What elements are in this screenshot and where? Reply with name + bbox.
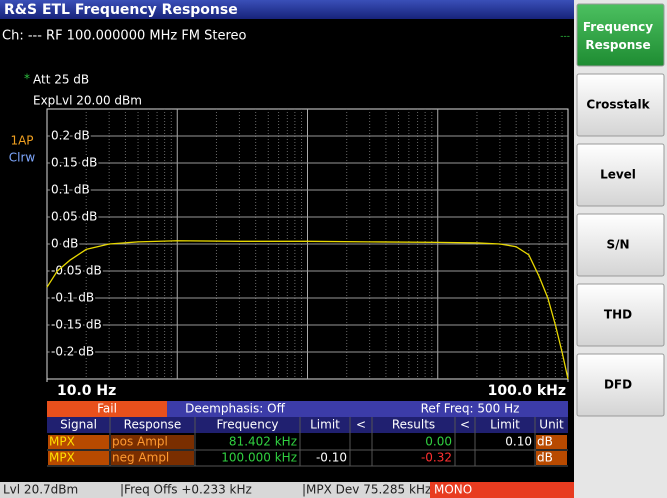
softkey-label: THD — [604, 308, 632, 322]
mode: MONO — [434, 483, 472, 497]
softkey[interactable] — [576, 353, 665, 417]
verdict: Fail — [97, 402, 117, 416]
cell-bg — [111, 435, 194, 449]
attenuation: Att 25 dB — [33, 73, 89, 87]
deemphasis: Deemphasis: Off — [185, 402, 285, 416]
mode-bg — [430, 482, 574, 498]
cell-frequency: 100.000 kHz — [221, 451, 297, 465]
cell-response: pos Ampl — [112, 435, 168, 449]
cell-bg — [48, 451, 109, 465]
cell-signal: MPX — [49, 435, 75, 449]
mpx-dev: |MPX Dev 75.285 kHz — [302, 483, 431, 497]
cell-signal: MPX — [49, 451, 75, 465]
cell-bg — [536, 451, 567, 465]
softkey[interactable] — [576, 143, 665, 207]
softkey-label: Frequency Response — [583, 20, 653, 52]
cell-results: -0.32 — [421, 451, 452, 465]
column-header: Frequency — [217, 418, 279, 432]
att-mark: * — [24, 72, 30, 86]
header-row — [47, 417, 568, 433]
channel-info: Ch: --- RF 100.000000 MHz FM Stereo — [2, 29, 247, 44]
softkey[interactable] — [576, 73, 665, 137]
column-header: Limit — [310, 418, 340, 432]
column-header: Limit — [490, 418, 520, 432]
y-tick-label: -0.05 dB — [51, 264, 102, 278]
softkey-label: DFD — [604, 378, 632, 392]
y-tick-label: -0.15 dB — [51, 318, 102, 332]
column-header: Signal — [60, 418, 97, 432]
y-tick-label: 0 dB — [51, 237, 78, 251]
cell-unit: dB — [537, 451, 553, 465]
trace-detector: Clrw — [9, 151, 36, 165]
column-header: < — [460, 418, 470, 432]
cell-frequency: 81.402 kHz — [229, 435, 297, 449]
softkey[interactable] — [576, 3, 665, 67]
softkey-label: Crosstalk — [586, 98, 650, 112]
freq-offset: |Freq Offs +0.233 kHz — [120, 483, 252, 497]
cell-results: 0.00 — [425, 435, 452, 449]
title-bar — [0, 0, 574, 19]
softkey-label: Level — [600, 168, 636, 182]
softkey-label: S/N — [606, 238, 629, 252]
softkey[interactable] — [576, 283, 665, 347]
cell-bg — [48, 435, 109, 449]
expected-level: ExpLvl 20.00 dBm — [33, 94, 142, 108]
title: R&S ETL Frequency Response — [4, 2, 238, 18]
column-header: Results — [392, 418, 435, 432]
indicator: --- — [560, 32, 570, 42]
x-tick-label: 10.0 Hz — [57, 383, 116, 399]
plot: 0.2 dB 0.15 dB 0.1 dB 0.05 dB 0 dB -0.05 dB -0… — [46, 108, 569, 399]
cell-limit-lo: -0.10 — [316, 451, 347, 465]
cell-bg — [111, 451, 194, 465]
cell-limit-hi: 0.10 — [505, 435, 532, 449]
cell-response: neg Ampl — [112, 451, 169, 465]
cell-bg — [536, 435, 567, 449]
y-tick-label: 0.05 dB — [51, 210, 97, 224]
y-tick-label: 0.2 dB — [51, 129, 90, 143]
column-header: < — [356, 418, 366, 432]
status-row — [47, 401, 568, 417]
y-tick-label: 0.1 dB — [51, 183, 90, 197]
level: Lvl 20.7dBm — [3, 483, 78, 497]
column-header: Unit — [539, 418, 564, 432]
ref-freq: Ref Freq: 500 Hz — [421, 402, 520, 416]
softkey[interactable] — [576, 213, 665, 277]
x-tick-label: 100.0 kHz — [488, 383, 566, 399]
y-tick-label: -0.2 dB — [51, 345, 94, 359]
trace — [46, 240, 569, 380]
trace-mode: 1AP — [10, 134, 33, 148]
y-tick-label: 0.15 dB — [51, 156, 97, 170]
cell-unit: dB — [537, 435, 553, 449]
verdict-bg — [47, 401, 167, 417]
column-header: Response — [124, 418, 182, 432]
y-tick-label: -0.1 dB — [51, 291, 94, 305]
